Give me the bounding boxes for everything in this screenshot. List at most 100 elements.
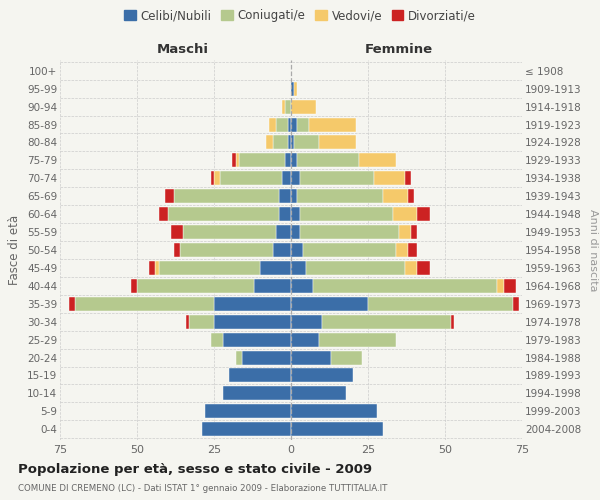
Bar (451, 314, 454, 328)
Y-axis label: Fasce di età: Fasce di età (8, 215, 22, 285)
Bar (383, 189, 408, 203)
Bar (278, 189, 291, 203)
Bar (297, 154, 359, 168)
Bar (275, 225, 291, 239)
Bar (291, 404, 377, 418)
Bar (417, 207, 430, 221)
Text: COMUNE DI CREMENO (LC) - Dati ISTAT 1° gennaio 2009 - Elaborazione TUTTITALIA.IT: COMUNE DI CREMENO (LC) - Dati ISTAT 1° g… (18, 484, 388, 493)
Bar (76, 297, 214, 311)
Bar (285, 154, 291, 168)
Bar (368, 297, 513, 311)
Bar (503, 279, 516, 293)
Bar (297, 189, 383, 203)
Bar (291, 368, 353, 382)
Bar (291, 82, 294, 96)
Bar (186, 314, 190, 328)
Bar (513, 297, 519, 311)
Bar (190, 314, 214, 328)
Bar (294, 82, 297, 96)
Bar (214, 314, 291, 328)
Bar (297, 118, 310, 132)
Bar (220, 172, 282, 185)
Bar (137, 279, 254, 293)
Bar (174, 243, 180, 257)
Bar (236, 154, 239, 168)
Bar (319, 136, 356, 149)
Bar (158, 207, 168, 221)
Bar (282, 172, 291, 185)
Bar (266, 136, 272, 149)
Bar (239, 154, 285, 168)
Bar (313, 279, 497, 293)
Bar (399, 225, 411, 239)
Bar (211, 332, 223, 346)
Bar (223, 386, 291, 400)
Bar (291, 118, 297, 132)
Bar (291, 314, 322, 328)
Bar (291, 172, 300, 185)
Bar (232, 154, 236, 168)
Bar (165, 189, 174, 203)
Bar (374, 172, 405, 185)
Bar (307, 261, 405, 275)
Bar (310, 118, 356, 132)
Bar (291, 100, 316, 114)
Bar (291, 386, 346, 400)
Bar (359, 154, 396, 168)
Bar (291, 189, 297, 203)
Text: Femmine: Femmine (365, 44, 433, 57)
Bar (288, 136, 291, 149)
Bar (183, 225, 275, 239)
Bar (291, 279, 313, 293)
Bar (291, 207, 300, 221)
Bar (272, 136, 288, 149)
Bar (392, 207, 417, 221)
Bar (396, 243, 408, 257)
Bar (214, 297, 291, 311)
Y-axis label: Anni di nascita: Anni di nascita (588, 209, 598, 291)
Bar (291, 261, 307, 275)
Bar (288, 118, 291, 132)
Bar (254, 279, 291, 293)
Bar (291, 154, 297, 168)
Bar (304, 243, 396, 257)
Bar (291, 422, 383, 436)
Bar (282, 100, 285, 114)
Bar (405, 172, 411, 185)
Bar (300, 172, 374, 185)
Bar (168, 207, 278, 221)
Bar (229, 368, 291, 382)
Bar (214, 172, 220, 185)
Bar (236, 350, 242, 364)
Text: Maschi: Maschi (157, 44, 209, 57)
Bar (417, 261, 430, 275)
Bar (411, 225, 417, 239)
Bar (180, 243, 272, 257)
Bar (300, 207, 392, 221)
Bar (69, 297, 76, 311)
Bar (260, 261, 291, 275)
Bar (278, 207, 291, 221)
Bar (291, 243, 304, 257)
Bar (205, 404, 291, 418)
Legend: Celibi/Nubili, Coniugati/e, Vedovi/e, Divorziati/e: Celibi/Nubili, Coniugati/e, Vedovi/e, Di… (121, 6, 479, 26)
Bar (300, 225, 399, 239)
Bar (497, 279, 503, 293)
Bar (291, 350, 331, 364)
Bar (275, 118, 288, 132)
Bar (322, 314, 451, 328)
Bar (158, 261, 260, 275)
Bar (331, 350, 362, 364)
Bar (291, 136, 294, 149)
Bar (242, 350, 291, 364)
Bar (408, 243, 417, 257)
Bar (405, 261, 417, 275)
Bar (294, 136, 319, 149)
Bar (174, 189, 278, 203)
Bar (202, 422, 291, 436)
Bar (285, 100, 291, 114)
Bar (319, 332, 396, 346)
Bar (149, 261, 155, 275)
Bar (272, 243, 291, 257)
Text: Popolazione per età, sesso e stato civile - 2009: Popolazione per età, sesso e stato civil… (18, 462, 372, 475)
